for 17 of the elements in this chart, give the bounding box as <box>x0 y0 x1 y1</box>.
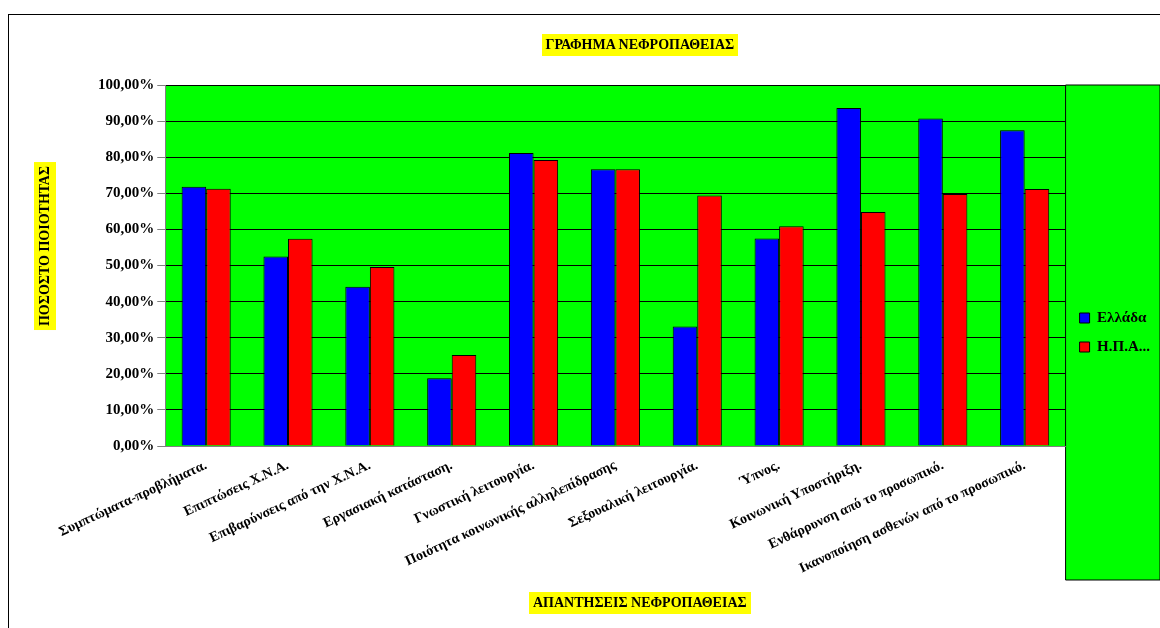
y-tick-label: 40,00% <box>105 292 155 309</box>
y-tick-label: 20,00% <box>105 364 155 381</box>
chart-title: ΓΡΑΦΗΜΑ ΝΕΦΡΟΠΑΘΕΙΑΣ <box>541 34 739 56</box>
y-tick-label: 30,00% <box>105 328 155 345</box>
y-axis-title: ΠΟΣΟΣΤΟ ΠΟΙΟΤΗΤΑΣ <box>34 161 56 331</box>
y-tick-label: 60,00% <box>105 220 155 237</box>
y-tick-label: 0,00% <box>113 436 155 453</box>
y-tick-label: 100,00% <box>98 75 155 92</box>
legend-label: Ελλάδα <box>1097 308 1147 325</box>
y-tick-label: 10,00% <box>105 400 155 417</box>
x-tick-label: Ύπνος. <box>736 457 782 490</box>
x-axis-title: ΑΠΑΝΤΗΣΕΙΣ ΝΕΦΡΟΠΑΘΕΙΑΣ <box>529 592 751 614</box>
legend-label: Η.Π.Α... <box>1097 337 1151 354</box>
y-tick-label: 80,00% <box>105 148 155 165</box>
y-tick-label: 50,00% <box>105 256 155 273</box>
y-tick-label: 90,00% <box>105 111 155 128</box>
y-tick-label: 70,00% <box>105 184 155 201</box>
